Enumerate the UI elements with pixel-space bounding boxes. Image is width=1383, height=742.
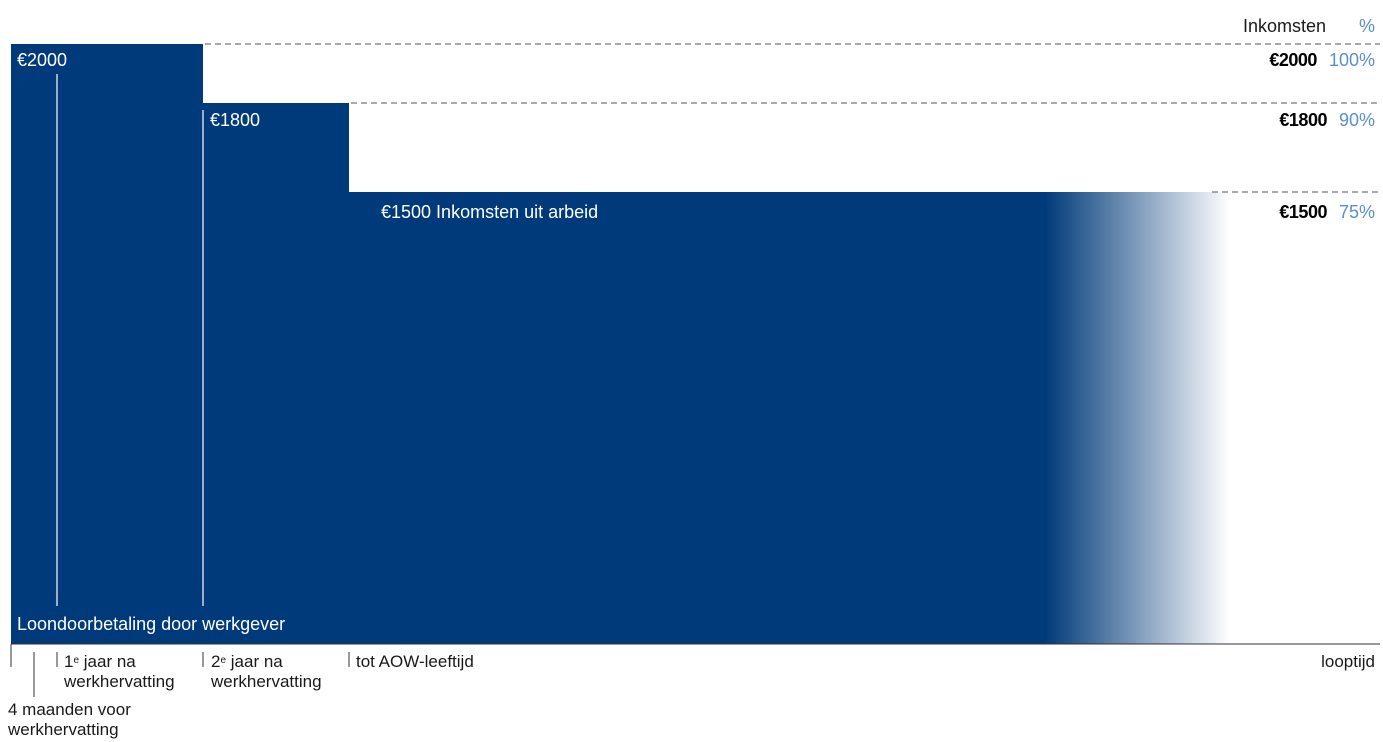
bar-label-1500: €1500 Inkomsten uit arbeid (381, 202, 599, 222)
level-amount-75: €1500 (1279, 202, 1327, 222)
tick-1e-num: 1 (64, 652, 74, 671)
level-row-75: €1500 75% (1279, 202, 1375, 223)
x-axis-label: looptijd (1321, 652, 1375, 671)
bar-1500 (349, 192, 1045, 644)
tick-2e-sup: e (220, 655, 227, 666)
tick-label-4-maanden-line1: 4 maanden voor (8, 700, 131, 719)
tick-label-2e-jaar-line2: werkhervatting (211, 672, 322, 691)
tick-2e-num: 2 (211, 652, 221, 671)
level-row-100: €2000 100% (1269, 50, 1375, 71)
bar-label-2000: €2000 (17, 50, 68, 70)
level-percent-90: 90% (1338, 110, 1375, 130)
bar-2000 (11, 44, 203, 644)
level-percent-75: 75% (1338, 202, 1375, 222)
tick-1e-sup: e (73, 655, 80, 666)
tick-label-4-maanden-line2: werkhervatting (8, 720, 119, 739)
footer-label: Loondoorbetaling door werkgever (17, 614, 286, 634)
level-row-90: €1800 90% (1279, 110, 1375, 131)
percent-header: % (1358, 16, 1375, 36)
bar-1500-fade (1045, 192, 1230, 644)
tick-label-1e-jaar-line2: werkhervatting (64, 672, 175, 691)
tick-label-1e-jaar: 1e jaar na werkhervatting (64, 652, 175, 692)
tick-label-aow: tot AOW-leeftijd (356, 652, 474, 671)
bar-1800 (203, 103, 349, 644)
tick-label-2e-jaar: 2e jaar na werkhervatting (211, 652, 322, 692)
level-amount-100: €2000 (1269, 50, 1317, 70)
level-percent-100: 100% (1328, 50, 1375, 70)
tick-label-4-maanden: 4 maanden voor werkhervatting (8, 700, 131, 740)
bar-label-1800: €1800 (210, 110, 261, 130)
income-header: Inkomsten (1242, 16, 1326, 36)
level-amount-90: €1800 (1279, 110, 1327, 130)
tick-1e-rest: jaar na (79, 652, 136, 671)
tick-2e-rest: jaar na (226, 652, 283, 671)
